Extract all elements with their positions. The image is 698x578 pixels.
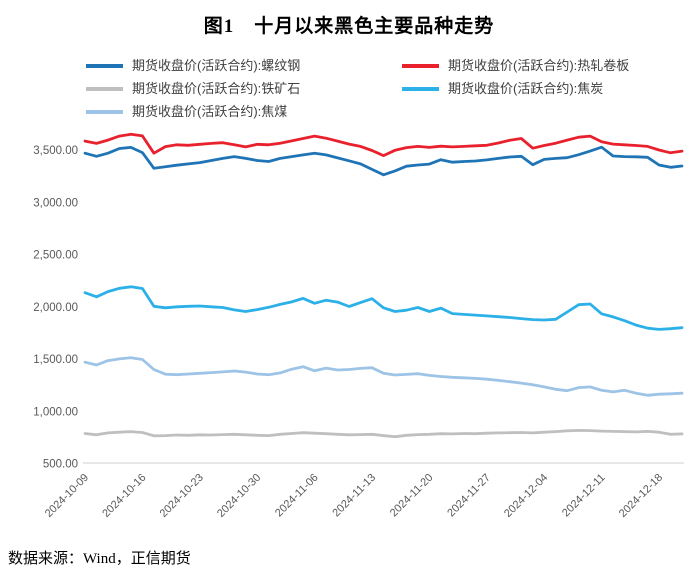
x-tick-label: 2024-10-23 [158,472,206,520]
chart-title: 图1 十月以来黑色主要品种走势 [203,16,495,37]
legend-line-swatch-coke [402,86,439,91]
legend-line-swatch-hot-rolled-coil [402,63,439,68]
legend-item-coking-coal: 期货收盘价(活跃合约):焦煤 [86,104,402,119]
legend-item-iron-ore: 期货收盘价(活跃合约):铁矿石 [86,81,402,96]
series-line-2 [83,428,684,439]
y-tick-label: 2,500.00 [33,250,78,262]
y-tick-label: 1,000.00 [33,406,78,418]
legend-label-coke: 期货收盘价(活跃合约):焦炭 [448,81,604,96]
legend-item-hot-rolled-coil: 期货收盘价(活跃合约):热轧卷板 [402,58,698,73]
y-tick-label: 2,000.00 [33,302,78,314]
series-line-3 [83,285,684,331]
chart-legend: 期货收盘价(活跃合约):螺纹钢 期货收盘价(活跃合约):热轧卷板 期货收盘价(活… [86,58,698,119]
x-tick-label: 2024-11-06 [273,472,321,520]
legend-line-swatch-rebar [86,63,123,68]
data-source-note: 数据来源：Wind，正信期货 [8,551,191,567]
legend-line-swatch-iron-ore [86,86,123,91]
x-tick-label: 2024-12-18 [617,472,665,520]
y-tick-label: 3,000.00 [33,197,78,209]
legend-label-rebar: 期货收盘价(活跃合约):螺纹钢 [132,58,301,73]
x-tick-label: 2024-11-20 [388,472,436,520]
x-tick-label: 2024-11-13 [330,472,378,520]
x-tick-label: 2024-10-09 [43,472,91,520]
x-tick-label: 2024-12-11 [560,472,608,520]
series-line-1 [83,132,684,157]
price-line-chart: 500.00 1,000.00 1,500.00 2,000.00 2,500.00 3,… [33,132,684,520]
series-line-0 [83,145,684,177]
x-tick-label: 2024-12-04 [502,472,550,520]
y-tick-label: 500.00 [43,459,78,471]
legend-label-iron-ore: 期货收盘价(活跃合约):铁矿石 [132,81,301,96]
y-tick-label: 1,500.00 [33,354,78,366]
legend-label-coking-coal: 期货收盘价(活跃合约):焦煤 [132,104,288,119]
x-tick-label: 2024-10-16 [100,472,148,520]
y-tick-label: 3,500.00 [33,145,78,157]
x-tick-label: 2024-11-27 [445,472,493,520]
series-line-4 [83,356,684,397]
legend-label-hot-rolled-coil: 期货收盘价(活跃合约):热轧卷板 [448,58,630,73]
legend-item-rebar: 期货收盘价(活跃合约):螺纹钢 [86,58,402,73]
legend-item-coke: 期货收盘价(活跃合约):焦炭 [402,81,698,96]
legend-line-swatch-coking-coal [86,109,123,114]
x-tick-label: 2024-10-30 [215,472,263,520]
